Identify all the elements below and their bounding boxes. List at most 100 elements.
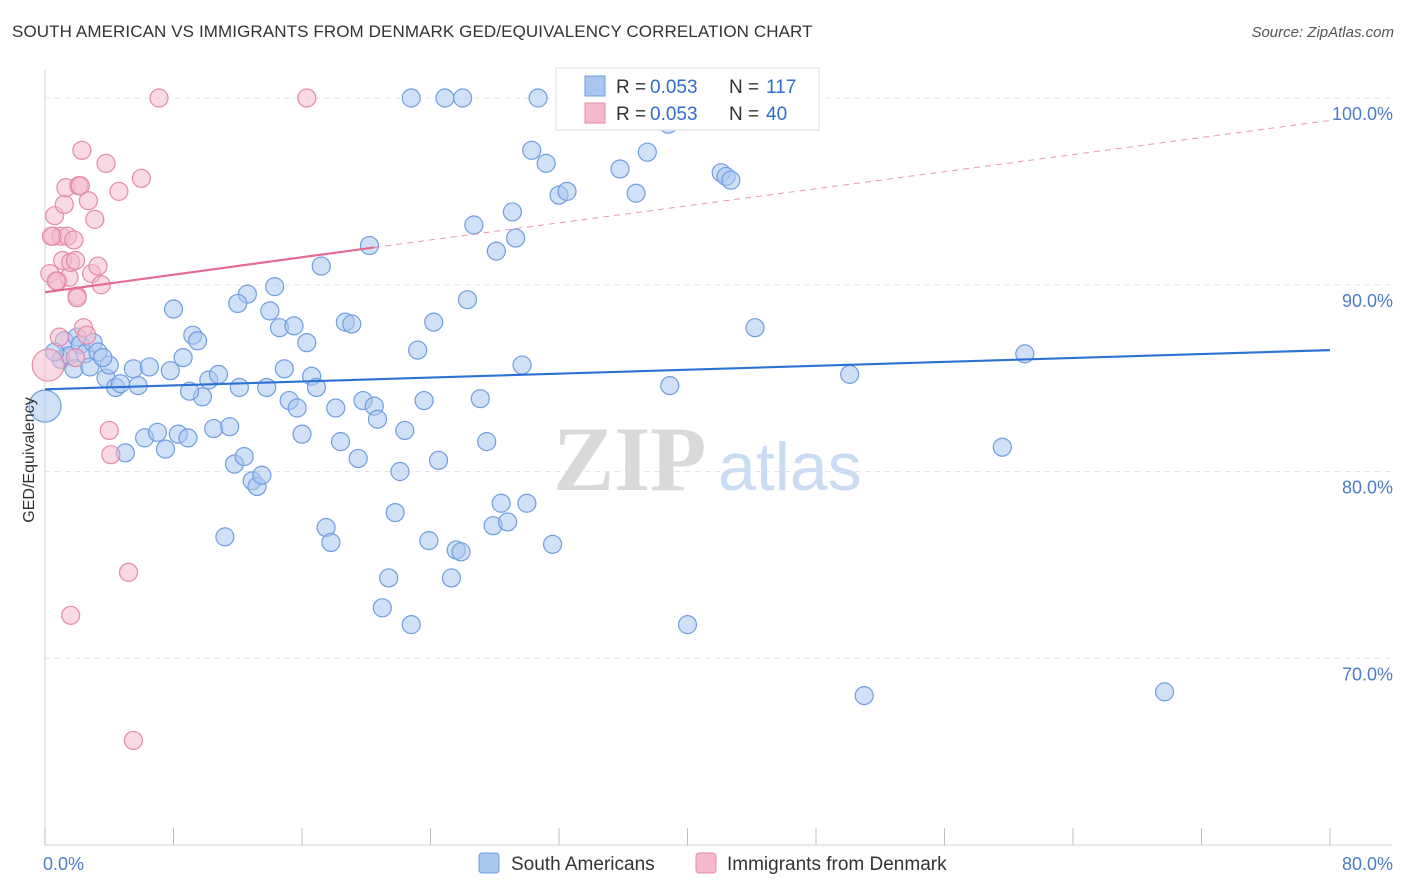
tick-labels: 70.0% 80.0% 90.0% 100.0% 0.0% 80.0% bbox=[43, 104, 1393, 874]
denmark-point-21 bbox=[78, 191, 98, 211]
bottom-legend-swatch-denmark bbox=[695, 852, 717, 874]
south-americans-point-124 bbox=[93, 347, 113, 368]
denmark-point-23 bbox=[85, 209, 105, 229]
south-americans-point-31 bbox=[204, 418, 224, 439]
south-americans-point-86 bbox=[486, 241, 506, 261]
bottom-legend-denmark: Immigrants from Denmark bbox=[727, 854, 947, 875]
south-americans-point-99 bbox=[610, 159, 630, 179]
denmark-point-37 bbox=[46, 271, 66, 291]
bottom-legend-south-americans: South Americans bbox=[511, 854, 655, 875]
south-americans-point-84 bbox=[477, 432, 497, 452]
south-americans-point-53 bbox=[306, 377, 327, 398]
denmark-point-39 bbox=[67, 288, 87, 308]
denmark-point-8 bbox=[54, 194, 74, 215]
denmark-point-32 bbox=[131, 168, 151, 188]
south-americans-point-125 bbox=[179, 381, 200, 401]
denmark-trend-extension bbox=[374, 119, 1331, 248]
south-americans-point-41 bbox=[252, 465, 272, 485]
south-americans-point-26 bbox=[178, 428, 198, 448]
south-americans-point-122 bbox=[528, 88, 548, 108]
top-legend: R = 0.053 N = 117 R = 0.053 N = 40 bbox=[555, 67, 820, 131]
south-americans-point-90 bbox=[506, 228, 526, 248]
legend-n-label-1: N = bbox=[729, 77, 759, 98]
south-americans-point-74 bbox=[419, 531, 439, 551]
south-americans-point-67 bbox=[379, 568, 399, 588]
south-americans-point-83 bbox=[470, 389, 490, 409]
south-americans-point-43 bbox=[260, 301, 280, 321]
denmark-point-26 bbox=[96, 153, 116, 173]
denmark-point-29 bbox=[109, 181, 129, 201]
south-americans-point-46 bbox=[274, 359, 294, 379]
south-americans-point-80 bbox=[451, 542, 471, 562]
denmark-point-0 bbox=[31, 348, 65, 382]
bottom-legend: South Americans Immigrants from Denmark bbox=[478, 852, 947, 875]
denmark-point-18 bbox=[72, 140, 92, 160]
denmark-point-38 bbox=[65, 250, 86, 271]
south-americans-point-114 bbox=[840, 364, 860, 384]
south-americans-point-66 bbox=[372, 598, 392, 618]
south-americans-point-28 bbox=[187, 331, 208, 351]
legend-r-value-1: 0.053 bbox=[650, 77, 698, 98]
south-americans-point-75 bbox=[424, 312, 444, 332]
south-americans-point-116 bbox=[992, 437, 1012, 457]
source-label: Source: ZipAtlas.com bbox=[1251, 24, 1394, 41]
denmark-point-24 bbox=[88, 256, 108, 276]
trend-lines bbox=[44, 119, 1331, 391]
legend-n-value-2: 40 bbox=[766, 104, 787, 125]
y-tick-label-1: 80.0% bbox=[1342, 478, 1393, 498]
denmark-point-27 bbox=[99, 420, 119, 441]
legend-n-value-1: 117 bbox=[766, 77, 796, 98]
legend-n-label-2: N = bbox=[729, 104, 759, 125]
denmark-point-34 bbox=[297, 88, 317, 108]
south-americans-point-22 bbox=[160, 361, 180, 381]
south-americans-point-49 bbox=[287, 398, 307, 418]
denmark-point-35 bbox=[61, 605, 81, 625]
x-tick-label-0: 0.0% bbox=[43, 854, 84, 874]
south-americans-point-95 bbox=[542, 534, 563, 554]
south-americans-point-102 bbox=[660, 376, 680, 396]
south-americans-trend-line bbox=[44, 349, 1331, 391]
watermark-atlas: atlas bbox=[718, 429, 862, 505]
south-americans-point-119 bbox=[401, 88, 421, 108]
south-americans-point-32 bbox=[208, 364, 229, 384]
denmark-point-28 bbox=[101, 445, 121, 465]
south-americans-point-101 bbox=[637, 142, 657, 162]
south-americans-point-54 bbox=[311, 256, 331, 276]
south-americans-point-93 bbox=[522, 140, 542, 160]
y-tick-label-2: 90.0% bbox=[1342, 291, 1393, 311]
denmark-point-20 bbox=[77, 325, 97, 345]
south-americans-point-65 bbox=[367, 409, 388, 429]
y-tick-label-0: 70.0% bbox=[1342, 664, 1393, 684]
watermark: ZIP atlas bbox=[553, 408, 862, 510]
denmark-point-14 bbox=[65, 347, 86, 368]
bottom-legend-swatch-south-americans bbox=[478, 852, 500, 874]
legend-r-value-2: 0.053 bbox=[650, 104, 698, 125]
south-americans-point-8 bbox=[80, 357, 100, 377]
south-americans-point-21 bbox=[155, 439, 176, 459]
south-americans-point-92 bbox=[517, 493, 537, 513]
south-americans-point-33 bbox=[215, 527, 235, 547]
south-americans-point-82 bbox=[464, 215, 484, 235]
south-americans-point-37 bbox=[234, 446, 254, 467]
denmark-point-33 bbox=[149, 88, 169, 108]
south-americans-point-126 bbox=[228, 293, 248, 314]
south-americans-point-63 bbox=[359, 235, 380, 256]
denmark-point-30 bbox=[118, 562, 139, 582]
south-americans-point-81 bbox=[457, 290, 478, 310]
south-americans-point-0 bbox=[28, 389, 62, 423]
legend-swatch-denmark bbox=[584, 102, 606, 124]
south-americans-point-113 bbox=[745, 318, 765, 338]
south-americans-point-50 bbox=[292, 424, 312, 444]
south-americans-point-78 bbox=[441, 568, 461, 588]
south-americans-point-20 bbox=[147, 422, 168, 442]
south-americans-point-111 bbox=[721, 170, 741, 190]
south-americans-point-76 bbox=[428, 450, 449, 470]
axes bbox=[44, 70, 1392, 846]
south-americans-point-69 bbox=[390, 461, 410, 482]
south-americans-point-88 bbox=[498, 512, 518, 532]
denmark-point-17 bbox=[70, 176, 90, 196]
south-americans-point-16 bbox=[123, 359, 143, 379]
y-tick-label-3: 100.0% bbox=[1332, 104, 1393, 124]
south-americans-point-97 bbox=[557, 181, 577, 201]
denmark-point-36 bbox=[41, 226, 62, 246]
